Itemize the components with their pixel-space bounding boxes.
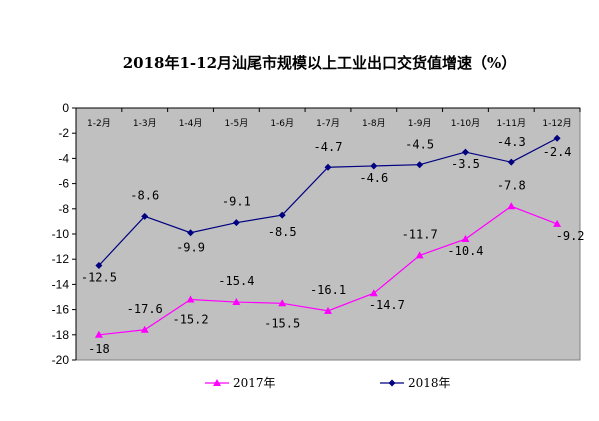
data-point bbox=[278, 211, 286, 219]
data-point bbox=[95, 262, 103, 269]
data-label: -8.5 bbox=[268, 225, 297, 239]
data-label: -9.2 bbox=[556, 229, 585, 243]
y-tick-label: -16 bbox=[52, 303, 70, 317]
data-label: -4.5 bbox=[405, 138, 434, 152]
data-label: -2.4 bbox=[543, 145, 572, 159]
data-point bbox=[232, 298, 241, 306]
data-label: -12.5 bbox=[81, 271, 117, 285]
data-label: -9.9 bbox=[176, 241, 205, 255]
data-label: -4.3 bbox=[497, 135, 526, 149]
x-tick-label: 1-3月 bbox=[133, 118, 157, 129]
data-label: -15.5 bbox=[264, 316, 300, 330]
x-tick-label: 1-9月 bbox=[408, 118, 432, 129]
data-point bbox=[94, 330, 103, 338]
data-label: -4.7 bbox=[314, 140, 343, 154]
data-label: -7.8 bbox=[497, 178, 526, 192]
data-label: -15.2 bbox=[172, 313, 208, 327]
data-label: -17.6 bbox=[127, 302, 163, 316]
y-tick-label: -14 bbox=[52, 277, 70, 291]
data-point bbox=[416, 161, 424, 169]
x-tick-label: 1-12月 bbox=[542, 118, 571, 129]
x-tick-label: 1-5月 bbox=[225, 118, 249, 129]
x-tick-label: 1-2月 bbox=[87, 118, 111, 129]
data-label: -8.6 bbox=[130, 188, 159, 202]
x-tick-label: 1-10月 bbox=[451, 118, 480, 129]
data-point bbox=[232, 219, 240, 227]
data-label: -3.5 bbox=[451, 157, 480, 171]
legend-label: 2018年 bbox=[408, 376, 451, 390]
y-tick-label: -2 bbox=[58, 126, 69, 140]
data-point bbox=[278, 299, 287, 307]
data-label: -4.6 bbox=[359, 171, 388, 185]
chart-title: 2018年1-12月汕尾市规模以上工业出口交货值增速（%） bbox=[122, 54, 517, 72]
data-label: -11.7 bbox=[402, 227, 438, 241]
data-point bbox=[507, 158, 515, 166]
data-point bbox=[324, 306, 332, 314]
data-label: -16.1 bbox=[310, 283, 346, 297]
data-point bbox=[140, 325, 149, 333]
y-tick-label: -8 bbox=[58, 202, 69, 216]
data-point bbox=[553, 134, 561, 142]
plot-area bbox=[75, 107, 581, 361]
y-tick-label: 0 bbox=[62, 101, 69, 115]
data-point bbox=[415, 251, 424, 259]
x-tick-label: 1-7月 bbox=[316, 118, 340, 129]
data-point bbox=[507, 202, 516, 210]
data-point bbox=[141, 212, 149, 220]
legend-label: 2017年 bbox=[233, 376, 276, 390]
data-label: -18 bbox=[88, 342, 110, 356]
y-tick-label: -6 bbox=[58, 177, 69, 191]
data-point bbox=[553, 219, 562, 227]
y-tick-label: -10 bbox=[52, 227, 70, 241]
x-tick-label: 1-4月 bbox=[179, 118, 203, 129]
y-tick-label: -4 bbox=[58, 151, 69, 165]
y-tick-label: -20 bbox=[52, 353, 70, 367]
data-point bbox=[370, 162, 378, 170]
x-tick-label: 1-8月 bbox=[362, 118, 386, 129]
data-label: -15.4 bbox=[218, 274, 254, 288]
data-point bbox=[461, 235, 470, 243]
data-point bbox=[369, 289, 378, 297]
data-point bbox=[187, 229, 195, 237]
x-tick-label: 1-6月 bbox=[270, 118, 294, 129]
data-label: -9.1 bbox=[222, 195, 251, 209]
data-point bbox=[461, 148, 469, 156]
y-tick-label: -18 bbox=[52, 328, 70, 342]
data-label: -14.7 bbox=[369, 298, 405, 312]
data-point bbox=[324, 163, 332, 171]
legend-marker bbox=[213, 379, 221, 386]
y-tick-label: -12 bbox=[52, 252, 70, 266]
x-tick-label: 1-11月 bbox=[497, 118, 526, 129]
data-label: -10.4 bbox=[447, 244, 483, 258]
data-point bbox=[186, 295, 195, 303]
legend-marker bbox=[388, 379, 396, 387]
